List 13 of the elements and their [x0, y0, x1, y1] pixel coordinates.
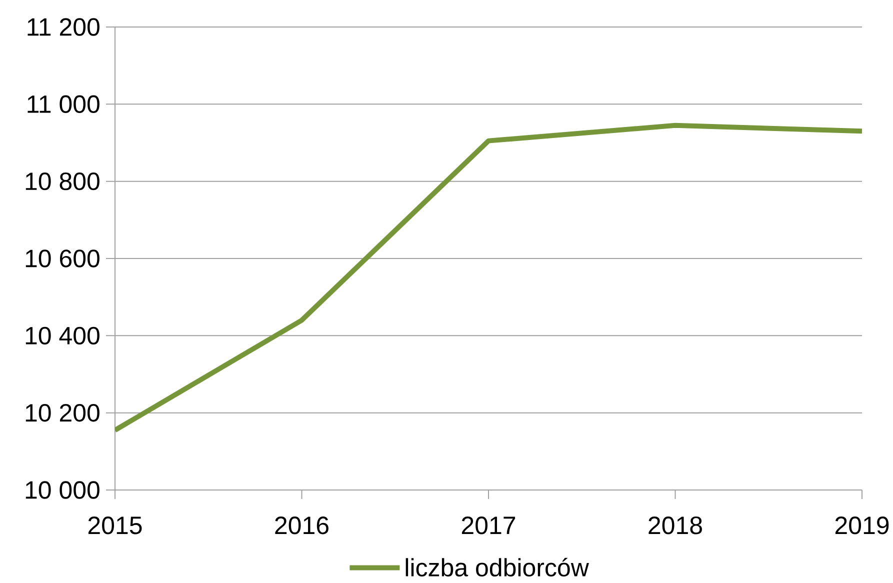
x-tick-label: 2019 [835, 516, 889, 534]
x-tick-label: 2015 [88, 516, 142, 534]
legend-label: liczba odbiorców [406, 558, 589, 576]
y-tick-label: 11 000 [28, 95, 100, 114]
y-tick-label: 10 400 [26, 326, 100, 345]
y-tick-label: 11 200 [28, 18, 100, 36]
x-tick-label: 2018 [648, 516, 702, 534]
x-tick-label: 2017 [462, 516, 516, 534]
x-tick-label: 2016 [275, 516, 328, 534]
y-tick-label: 10 800 [26, 172, 100, 190]
y-tick-label: 10 600 [26, 250, 100, 268]
y-tick-label: 10 200 [26, 404, 100, 422]
y-tick-label: 10 000 [26, 481, 100, 499]
